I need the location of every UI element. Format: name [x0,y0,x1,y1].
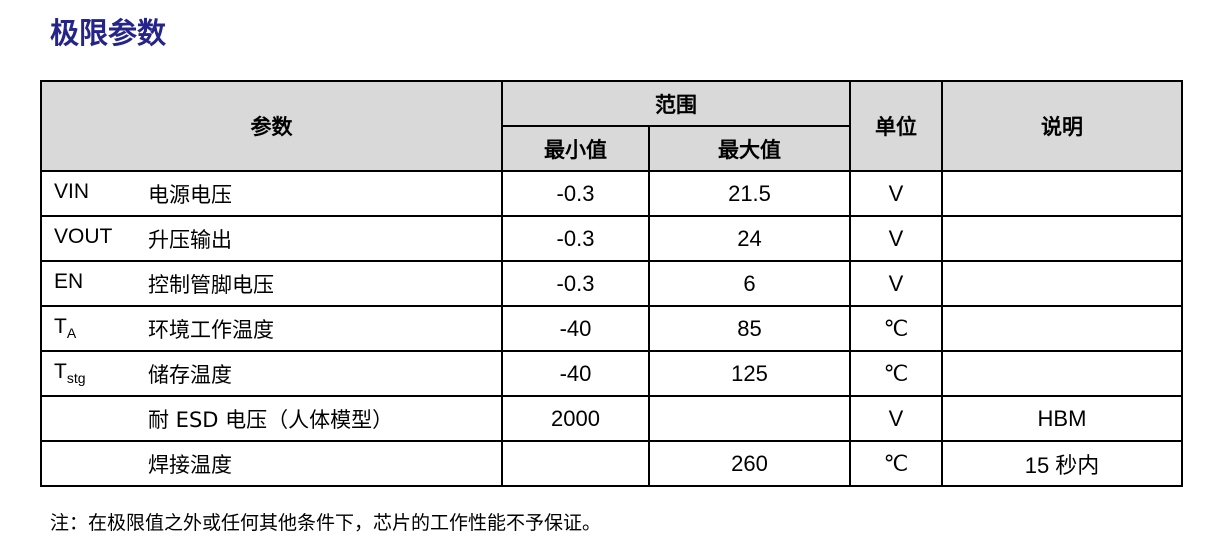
table-row: TA 环境工作温度 -40 85 ℃ [40,305,1183,352]
max-value [648,395,851,442]
header-param: 参数 [40,80,503,172]
param-name: 控制管脚电压 [144,260,503,307]
param-name: 储存温度 [144,350,503,397]
symbol: VOUT [40,215,144,262]
min-value: 2000 [501,395,650,442]
symbol: EN [40,260,144,307]
symbol: Tstg [40,350,144,397]
min-value: -0.3 [501,260,650,307]
max-value: 260 [648,440,851,487]
table-row: 焊接温度 260 ℃ 15 秒内 [40,440,1183,487]
header-max: 最大值 [648,125,851,172]
header-min: 最小值 [501,125,650,172]
max-value: 125 [648,350,851,397]
param-name: 焊接温度 [144,440,503,487]
header-unit: 单位 [849,80,943,172]
unit: V [849,395,943,442]
param-name: 电源电压 [144,170,503,217]
min-value: -0.3 [501,215,650,262]
unit: ℃ [849,305,943,352]
symbol: TA [40,305,144,352]
table-row: 耐 ESD 电压（人体模型） 2000 V HBM [40,395,1183,442]
unit: V [849,260,943,307]
param-name: 升压输出 [144,215,503,262]
param-name: 耐 ESD 电压（人体模型） [144,395,503,442]
unit: ℃ [849,440,943,487]
max-value: 85 [648,305,851,352]
table-row: VOUT 升压输出 -0.3 24 V [40,215,1183,262]
param-name: 环境工作温度 [144,305,503,352]
header-desc: 说明 [941,80,1183,172]
min-value: -40 [501,350,650,397]
symbol [40,395,144,442]
unit: ℃ [849,350,943,397]
table-row: EN 控制管脚电压 -0.3 6 V [40,260,1183,307]
header-range: 范围 [501,80,851,127]
symbol: VIN [40,170,144,217]
min-value: -40 [501,305,650,352]
description [941,215,1183,262]
min-value: -0.3 [501,170,650,217]
max-value: 6 [648,260,851,307]
description: HBM [941,395,1183,442]
section-title: 极限参数 [50,16,167,50]
table-row: VIN 电源电压 -0.3 21.5 V [40,170,1183,217]
max-value: 21.5 [648,170,851,217]
absolute-max-ratings-table: 参数 范围 单位 说明 最小值 最大值 VIN 电源电压 -0.3 21.5 V… [40,80,1183,487]
description [941,260,1183,307]
description [941,350,1183,397]
max-value: 24 [648,215,851,262]
unit: V [849,170,943,217]
description: 15 秒内 [941,440,1183,487]
table-row: Tstg 储存温度 -40 125 ℃ [40,350,1183,397]
min-value [501,440,650,487]
description [941,305,1183,352]
symbol [40,440,144,487]
unit: V [849,215,943,262]
footnote: 注：在极限值之外或任何其他条件下，芯片的工作性能不予保证。 [50,512,602,534]
description [941,170,1183,217]
